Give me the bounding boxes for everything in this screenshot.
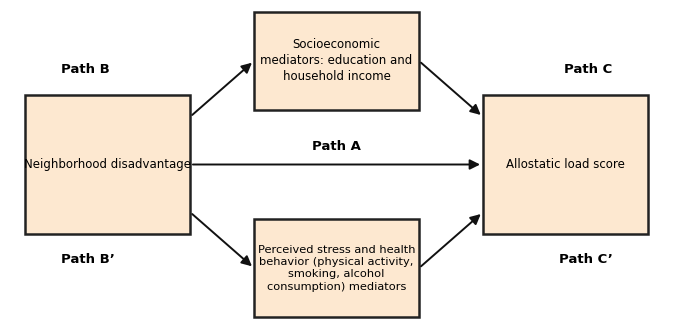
Text: Perceived stress and health
behavior (physical activity,
smoking, alcohol
consum: Perceived stress and health behavior (ph…	[258, 244, 415, 292]
FancyBboxPatch shape	[483, 95, 647, 234]
FancyBboxPatch shape	[254, 12, 419, 110]
FancyBboxPatch shape	[26, 95, 190, 234]
Text: Path B: Path B	[61, 63, 109, 76]
Text: Neighborhood disadvantage: Neighborhood disadvantage	[24, 158, 191, 171]
Text: Path C’: Path C’	[559, 253, 612, 266]
Text: Path B’: Path B’	[61, 253, 114, 266]
Text: Path C: Path C	[564, 63, 612, 76]
Text: Socioeconomic
mediators: education and
household income: Socioeconomic mediators: education and h…	[260, 38, 413, 83]
FancyBboxPatch shape	[254, 219, 419, 317]
Text: Allostatic load score: Allostatic load score	[506, 158, 625, 171]
Text: Path A: Path A	[312, 140, 361, 153]
